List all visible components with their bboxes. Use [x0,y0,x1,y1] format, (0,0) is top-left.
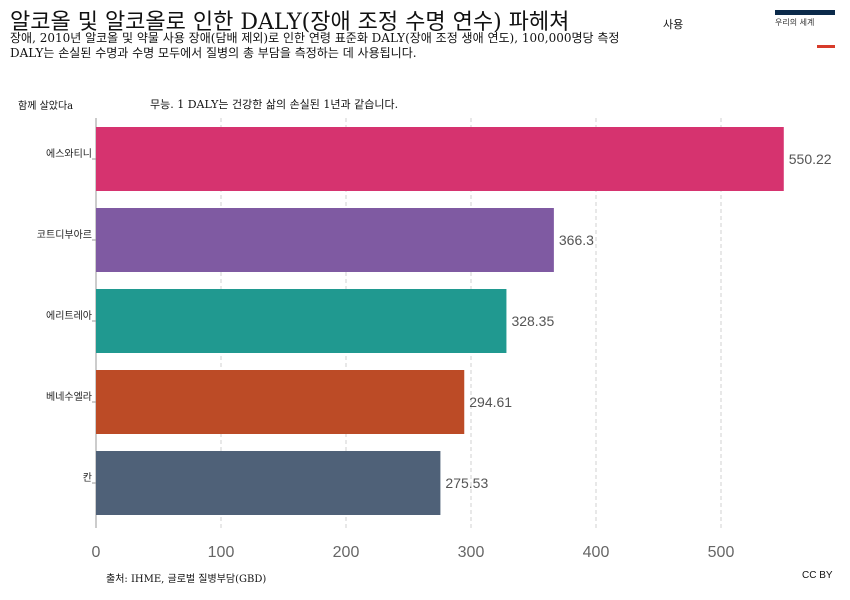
category-label-0: 에스와티니 [46,148,92,160]
x-tick-label-200: 200 [333,544,360,561]
value-label-1: 366.3 [559,232,594,248]
category-label-4: 칸 [83,472,92,484]
chart-title: 알코올 및 알코올로 인한 DALY(장애 조정 수명 연수) 파헤쳐 [10,10,570,35]
category-label-2: 에리트레아 [46,310,92,322]
x-tick-label-0: 0 [92,544,101,561]
license-label[interactable]: CC BY [802,570,833,581]
legend-label: 함께 살았다a [18,101,74,112]
subtitle-line-1: 장애, 2010년 알코올 및 약물 사용 장애(담배 제외)로 인한 연령 표… [10,31,620,45]
x-tick-label-400: 400 [583,544,610,561]
logo-text: 우리의 세계 [775,18,815,27]
x-tick-label-500: 500 [708,544,735,561]
bar-2 [96,289,507,353]
bar-1 [96,208,554,272]
chart-subtitle: 장애, 2010년 알코올 및 약물 사용 장애(담배 제외)로 인한 연령 표… [10,31,770,61]
owid-logo[interactable]: 우리의 세계 [775,10,835,52]
x-tick-label-300: 300 [458,544,485,561]
category-label-3: 베네수엘라 [46,390,92,403]
bar-3 [96,370,465,434]
chart-annotation: 무능. 1 DALY는 건강한 삶의 손실된 1년과 같습니다. [150,98,399,111]
bar-4 [96,451,441,515]
chart-title-tail: 사용 [663,18,684,31]
source-note[interactable]: 출처: IHME, 글로벌 질병부담(GBD) [106,574,267,585]
category-label-1: 코트디부아르 [37,229,92,241]
value-label-0: 550.22 [789,151,832,167]
value-label-3: 294.61 [469,394,512,410]
value-label-2: 328.35 [511,313,554,329]
subtitle-line-2: DALY는 손실된 수명과 수명 모두에서 질병의 총 부담을 측정하는 데 사… [10,46,417,60]
logo-accent [817,45,835,48]
x-tick-label-100: 100 [208,544,235,561]
logo-bar [775,10,835,15]
value-label-4: 275.53 [445,475,488,491]
bar-0 [96,127,784,191]
